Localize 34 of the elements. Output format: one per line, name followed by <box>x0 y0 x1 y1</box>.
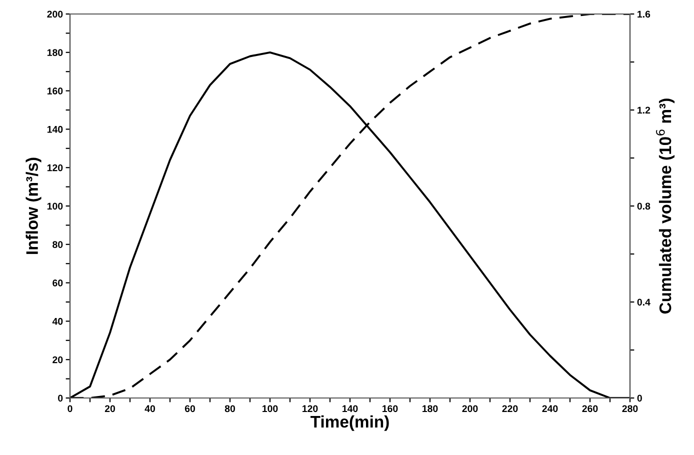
y-tick-label: 100 <box>47 202 63 210</box>
y-tick-label: 120 <box>47 164 63 172</box>
y-tick-label: 180 <box>47 49 63 56</box>
x-tick-label: 180 <box>422 405 438 412</box>
x-tick-label: 220 <box>502 405 518 412</box>
x-tick-label: 120 <box>302 405 318 412</box>
x-tick-label: 140 <box>342 405 358 412</box>
x-tick-label: 200 <box>462 405 478 412</box>
y-tick-label: 80 <box>52 241 63 248</box>
x-tick-label: 260 <box>582 405 598 412</box>
x-tick-label: 240 <box>542 405 558 412</box>
x-tick-label: 20 <box>104 405 116 412</box>
y-tick-label: 60 <box>52 280 63 286</box>
x-tick-label: 80 <box>224 405 236 412</box>
x-axis-title: Time(min) <box>310 415 389 431</box>
y-tick-label: 40 <box>52 318 63 325</box>
y-axis-title: Inflow (m³/s) <box>26 158 42 254</box>
y2-tick-label: 1.2 <box>638 106 650 114</box>
y-tick-label: 200 <box>47 10 63 18</box>
x-tick-label: 160 <box>382 405 398 412</box>
y2-tick-label: 0.8 <box>637 202 650 210</box>
y2-tick-label: 0.4 <box>637 298 650 306</box>
y2-tick-label: 1.6 <box>638 10 650 18</box>
y-tick-label: 140 <box>47 126 63 133</box>
y2-axis-title: Cumulated volume (10$^{6}$ m³) <box>656 98 675 314</box>
y-tick-label: 160 <box>47 88 63 94</box>
x-tick-label: 280 <box>622 405 638 412</box>
x-tick-label: 60 <box>184 405 196 412</box>
y-tick-label: 0 <box>58 394 63 402</box>
y2-tick-label: 0 <box>637 394 642 402</box>
y-tick-label: 20 <box>52 356 63 364</box>
x-tick-label: 100 <box>262 405 278 412</box>
x-tick-label: 40 <box>144 405 156 412</box>
x-tick-label: 0 <box>68 405 72 412</box>
